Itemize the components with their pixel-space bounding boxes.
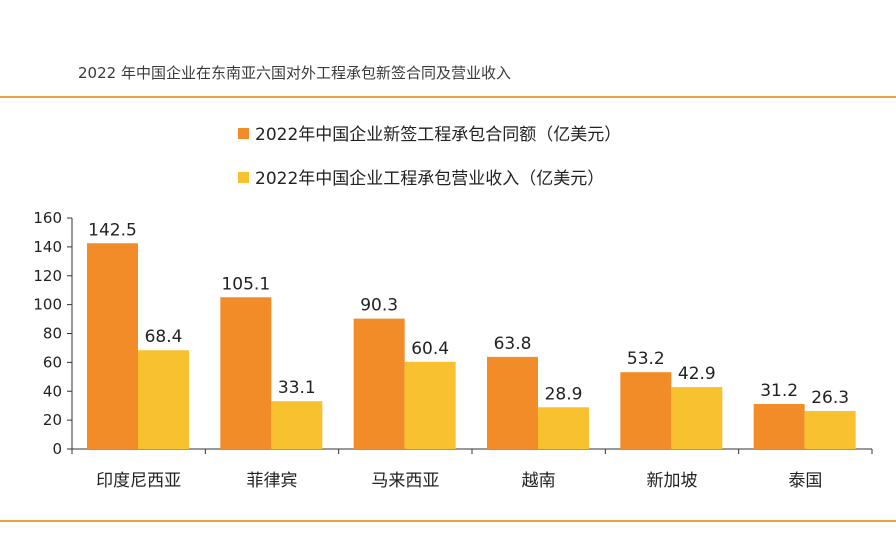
y-tick-label: 80	[43, 325, 62, 343]
category-label: 新加坡	[647, 471, 698, 491]
data-label-series-1: 105.1	[221, 274, 270, 294]
legend-label-new-contracts: 2022年中国企业新签工程承包合同额（亿美元）	[255, 125, 621, 145]
bar-series-2	[804, 411, 856, 449]
bar-series-1	[87, 243, 138, 449]
data-label-series-2: 68.4	[145, 327, 183, 347]
data-label-series-2: 42.9	[678, 364, 716, 384]
data-label-series-2: 28.9	[545, 384, 583, 404]
data-label-series-2: 26.3	[811, 388, 849, 408]
y-tick-label: 20	[43, 411, 62, 429]
data-label-series-2: 60.4	[411, 339, 449, 359]
y-tick-label: 160	[33, 209, 62, 227]
bar-series-1	[220, 297, 272, 449]
data-label-series-2: 33.1	[278, 378, 316, 398]
bar-series-2	[138, 350, 189, 449]
legend-swatch-new-contracts	[238, 128, 249, 139]
y-tick-label: 0	[52, 440, 62, 458]
y-tick-label: 40	[43, 382, 62, 400]
bar-series-1	[620, 372, 672, 449]
bar-series-2	[271, 401, 323, 449]
category-label: 印度尼西亚	[96, 471, 181, 491]
y-tick-label: 60	[43, 353, 62, 371]
data-label-series-1: 31.2	[760, 381, 798, 401]
data-label-series-1: 142.5	[88, 220, 137, 240]
y-tick-label: 120	[33, 267, 62, 285]
data-label-series-1: 53.2	[627, 349, 665, 369]
bar-series-1	[487, 356, 538, 449]
category-label: 菲律宾	[247, 471, 298, 491]
legend-label-revenue: 2022年中国企业工程承包营业收入（亿美元）	[255, 169, 604, 189]
legend: 2022年中国企业新签工程承包合同额（亿美元） 2022年中国企业工程承包营业收…	[238, 125, 621, 189]
category-label: 泰国	[788, 471, 822, 491]
page-title: 2022 年中国企业在东南亚六国对外工程承包新签合同及营业收入	[78, 64, 511, 82]
data-label-series-1: 90.3	[360, 296, 398, 316]
bar-series-2	[538, 407, 589, 449]
bars: 142.5 105.1 90.3 63.8 53.2 31.2 68.4 33.1 60.4 28…	[87, 220, 856, 449]
category-label: 越南	[522, 471, 556, 491]
category-label: 马来西亚	[371, 471, 439, 491]
legend-swatch-revenue	[238, 172, 249, 183]
y-tick-label: 100	[33, 296, 62, 314]
data-label-series-1: 63.8	[494, 334, 532, 354]
y-tick-label: 140	[33, 238, 62, 256]
axes: 0 20 40 60 80 100 120 140 160 印度尼西亚 菲律宾 马来西亚 越南 新加坡 泰国	[33, 209, 873, 491]
title-divider	[0, 96, 896, 98]
bar-series-2	[404, 361, 456, 449]
bar-series-1	[353, 318, 405, 449]
bar-series-1	[753, 403, 805, 449]
bar-series-2	[671, 387, 723, 449]
bottom-divider	[0, 520, 896, 522]
